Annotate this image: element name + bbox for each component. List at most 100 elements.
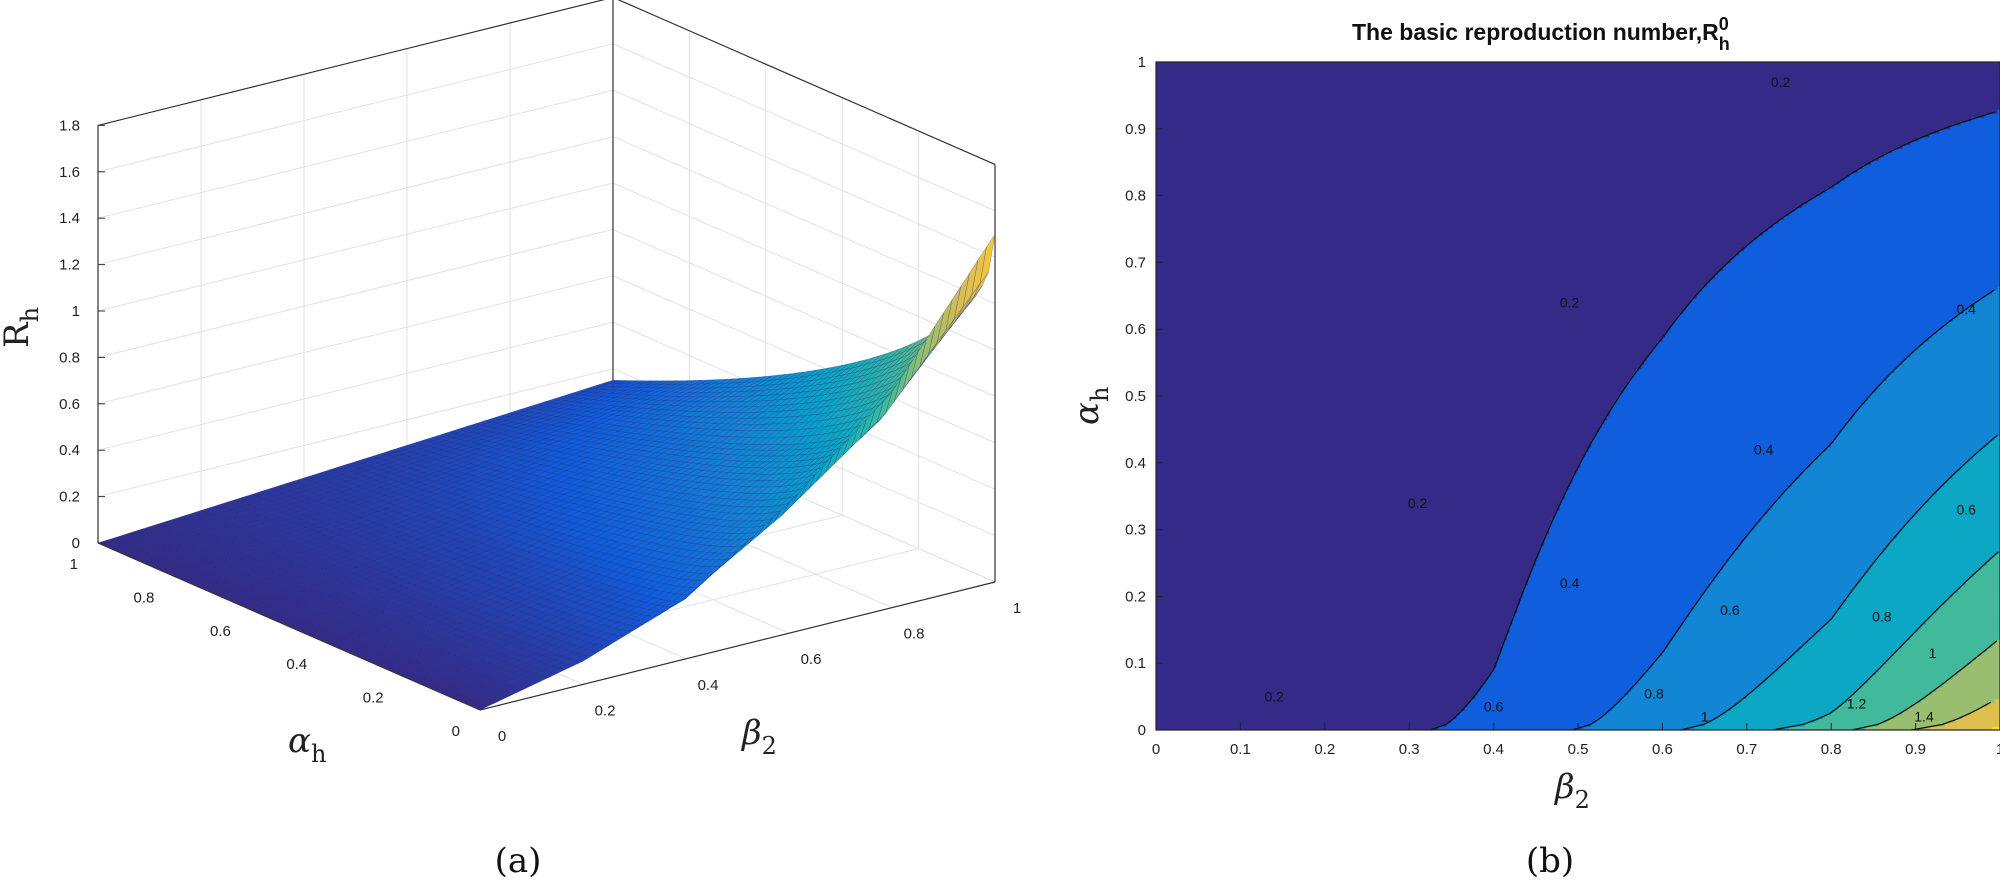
contour-level-label: 0.2 — [1264, 689, 1284, 705]
contour-band — [1730, 258, 2000, 263]
surface-patch — [640, 395, 656, 400]
surface-patch — [381, 535, 398, 542]
surface-patch — [785, 429, 802, 438]
contour-band — [1156, 270, 1719, 275]
contour-band — [1538, 549, 1735, 554]
contour-band — [1912, 631, 2000, 637]
surface-patch — [481, 518, 499, 525]
surface-patch — [740, 430, 758, 438]
surface-patch — [821, 410, 838, 421]
contour-band — [1578, 466, 1806, 472]
contour-band — [1498, 651, 1664, 656]
surface-patch — [964, 283, 981, 309]
contour-band — [1156, 541, 1545, 546]
contour-band — [1717, 572, 1864, 578]
contour-level-label: 0.2 — [1560, 295, 1580, 311]
surface-patch — [294, 514, 311, 520]
contour-band — [1156, 490, 1566, 495]
contour-band — [1156, 698, 1471, 704]
surface-patch — [497, 479, 514, 485]
surface-patch — [456, 491, 474, 498]
surface-patch — [674, 467, 691, 475]
surface-patch — [334, 542, 351, 549]
contour-ylabel-main: α — [1067, 402, 1107, 425]
contour-band — [1752, 238, 2000, 244]
contour-band — [1876, 671, 1959, 676]
contour-band — [1949, 124, 2000, 130]
contour-band — [1580, 462, 1811, 468]
surface-patch — [524, 518, 541, 525]
surface-patch — [569, 401, 585, 407]
contour-band — [1810, 635, 1911, 641]
surface-patch — [668, 415, 686, 422]
contour-band — [1654, 659, 1787, 664]
surface-patch — [621, 448, 638, 455]
surface-patch — [613, 420, 630, 427]
surface-patch — [520, 473, 538, 480]
contour-band — [1156, 380, 1629, 385]
contour-band — [1812, 458, 1969, 464]
contour-band — [1543, 541, 1743, 546]
contour-band — [1686, 616, 1832, 621]
contour-band — [1891, 148, 2000, 153]
contour-band — [1794, 207, 2000, 212]
contour-band — [1156, 258, 1732, 263]
contour-band — [1944, 722, 2000, 727]
x-tick-label: 1 — [1996, 741, 2000, 758]
alpha-tick-label: 0.2 — [363, 690, 384, 707]
contour-band — [1957, 588, 2000, 594]
surface-patch — [810, 426, 828, 436]
x-tick-label: 0.7 — [1736, 741, 1757, 758]
surface-patch — [390, 476, 408, 482]
surface-patch — [552, 481, 570, 488]
contour-band — [1744, 246, 2000, 252]
surface-patch — [637, 474, 655, 481]
surface-patch — [582, 495, 599, 502]
contour-band — [1662, 337, 1930, 342]
surface-patch — [623, 478, 640, 485]
surface-patch — [608, 393, 624, 398]
contour-band — [1794, 651, 1896, 656]
contour-band — [1897, 647, 1988, 653]
contour-band — [1156, 164, 1864, 169]
surface-patch — [544, 485, 561, 492]
contour-band — [1799, 474, 1954, 480]
contour-band — [1963, 714, 2000, 719]
surface-patch — [738, 400, 756, 408]
surface-patch — [653, 453, 670, 460]
contour-band — [1509, 627, 1679, 633]
contour-band — [1802, 203, 2000, 208]
surface-patch — [846, 404, 864, 417]
surface-patch — [469, 477, 487, 483]
contour-band — [1841, 427, 2000, 432]
contour-xlabel: β2 — [1553, 767, 1590, 814]
contour-title-main: The basic reproduction number,R — [1352, 19, 1719, 45]
caption-b: (b) — [1526, 841, 1574, 881]
contour-band — [1156, 219, 1780, 224]
surface-patch — [587, 448, 604, 454]
contour-band — [1156, 297, 1693, 303]
contour-band — [1688, 301, 1975, 307]
contour-band — [1156, 144, 1904, 150]
contour-band — [1902, 144, 2000, 150]
surface-patch — [627, 485, 644, 492]
contour-band — [1683, 619, 1830, 625]
contour-band — [1902, 360, 2000, 366]
surface-patch — [860, 382, 876, 394]
contour-band — [1730, 706, 1838, 711]
surface-patch — [720, 386, 737, 393]
surface-patch — [599, 505, 616, 512]
surface-patch — [761, 423, 779, 432]
contour-band — [1156, 230, 1764, 236]
contour-band — [1156, 246, 1745, 252]
contour-level-label: 0.4 — [1560, 575, 1580, 591]
contour-band — [1833, 183, 2000, 189]
contour-xlabel-main: β — [1553, 767, 1575, 807]
surface-patch — [577, 411, 594, 417]
contour-band — [1981, 564, 2000, 570]
contour-band — [1963, 462, 2000, 468]
contour-band — [1778, 219, 2000, 224]
contour-band — [1947, 321, 2000, 326]
contour-band — [1767, 674, 1872, 680]
contour-band — [1156, 360, 1645, 366]
